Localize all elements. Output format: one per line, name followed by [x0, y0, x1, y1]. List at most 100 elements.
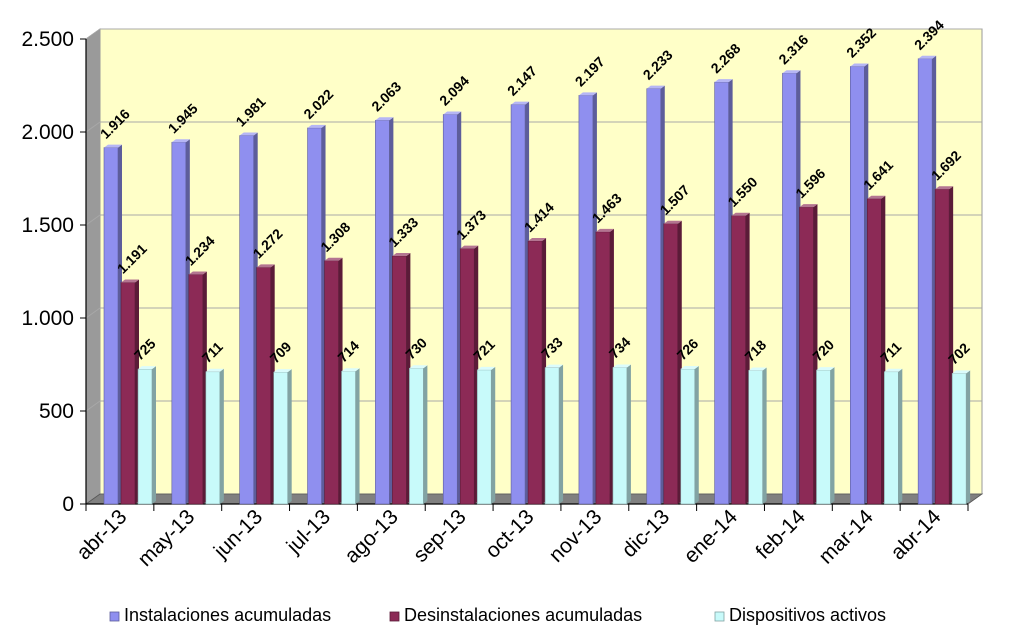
x-tick-label: jul-13 — [282, 505, 335, 558]
bar — [595, 231, 611, 505]
bar — [341, 370, 356, 505]
x-tick-label: oct-13 — [481, 505, 539, 563]
x-tick-label: ene-14 — [680, 505, 743, 568]
bar — [748, 370, 763, 505]
x-tick-label: feb-14 — [752, 505, 811, 564]
bar — [307, 127, 322, 505]
bar-side — [694, 365, 699, 504]
x-tick-label: may-13 — [134, 505, 200, 571]
bar — [951, 373, 967, 505]
legend-label: Dispositivos activos — [729, 605, 886, 625]
gridline-side — [85, 214, 101, 226]
bar-top — [545, 364, 564, 368]
x-tick-label: dic-13 — [618, 505, 675, 562]
bar-top — [239, 132, 258, 136]
bar — [510, 104, 526, 505]
bar-side — [830, 367, 835, 504]
bar-top — [867, 195, 886, 199]
bar-top — [680, 365, 699, 369]
bar-top — [375, 117, 394, 121]
bar — [934, 188, 950, 505]
bar-top — [714, 79, 733, 83]
bar-top — [595, 228, 614, 232]
bar — [392, 255, 407, 505]
bar-top — [511, 101, 530, 105]
bar-top — [952, 370, 971, 374]
bar-top — [528, 237, 547, 241]
bar — [273, 371, 288, 505]
bar-side — [626, 364, 631, 504]
bar — [527, 240, 543, 505]
bar-side — [559, 364, 564, 504]
bar — [188, 274, 204, 505]
bar-top — [578, 92, 597, 96]
bar — [782, 72, 797, 505]
bar-top — [392, 253, 411, 257]
bar — [375, 119, 390, 505]
bar — [476, 369, 492, 505]
bar — [442, 114, 458, 505]
bar-top — [884, 368, 903, 372]
bar-top — [646, 85, 665, 89]
bar — [731, 215, 746, 505]
bar-top — [256, 264, 275, 268]
bar-top — [748, 367, 767, 371]
legend-label: Instalaciones acumuladas — [124, 605, 331, 625]
legend-label: Desinstalaciones acumuladas — [404, 605, 642, 625]
bar-top — [663, 220, 682, 224]
bar-top — [731, 212, 750, 216]
bar-top — [612, 364, 631, 368]
bars — [103, 55, 971, 505]
bar-top — [816, 367, 835, 371]
y-tick-label: 2.500 — [21, 28, 74, 51]
bar — [578, 95, 594, 505]
bar-side — [966, 370, 971, 504]
bar — [205, 371, 221, 505]
legend: Instalaciones acumuladas Desinstalaciones… — [109, 605, 886, 625]
bar — [917, 58, 933, 505]
gridline-side — [85, 307, 101, 319]
bar-top — [171, 139, 190, 143]
bar-top — [341, 368, 360, 372]
bar-top — [273, 369, 292, 373]
side-wall — [85, 28, 101, 505]
bar — [680, 368, 696, 505]
bar — [171, 141, 187, 505]
y-tick-label: 0 — [62, 493, 74, 516]
bar-top — [307, 124, 326, 128]
y-tick-label: 500 — [39, 400, 74, 423]
bar — [816, 369, 831, 505]
bar — [663, 223, 679, 505]
y-tick-label: 2.000 — [21, 121, 74, 144]
x-tick-label: ago-13 — [340, 505, 403, 568]
bar-side — [287, 369, 292, 504]
y-tick-labels: 0 500 1.000 1.500 2.000 2.500 — [21, 28, 74, 516]
bar-side — [423, 365, 428, 504]
bar-top — [918, 55, 937, 59]
bar-top — [782, 70, 801, 74]
bar-top — [104, 144, 122, 148]
bar — [239, 135, 254, 505]
bar-top — [121, 279, 139, 283]
bar — [544, 367, 560, 505]
gridline-side — [85, 400, 101, 412]
bar — [459, 248, 475, 505]
bar-top — [477, 366, 496, 370]
bar-top — [443, 111, 462, 115]
x-tick-label: nov-13 — [545, 505, 607, 567]
bar-side — [152, 366, 156, 504]
bar-top — [935, 186, 954, 190]
bar-top — [799, 204, 818, 208]
y-tick-label: 1.500 — [21, 214, 74, 237]
gridline-side — [85, 121, 101, 133]
x-tick-label: mar-14 — [814, 505, 878, 569]
x-tick-label: jun-13 — [209, 505, 267, 563]
bar-top — [138, 366, 156, 370]
bar — [256, 267, 271, 505]
bar-top — [205, 368, 224, 372]
bar-side — [491, 366, 496, 504]
bar-side — [762, 367, 767, 504]
bar — [137, 368, 153, 505]
bar — [850, 66, 865, 505]
